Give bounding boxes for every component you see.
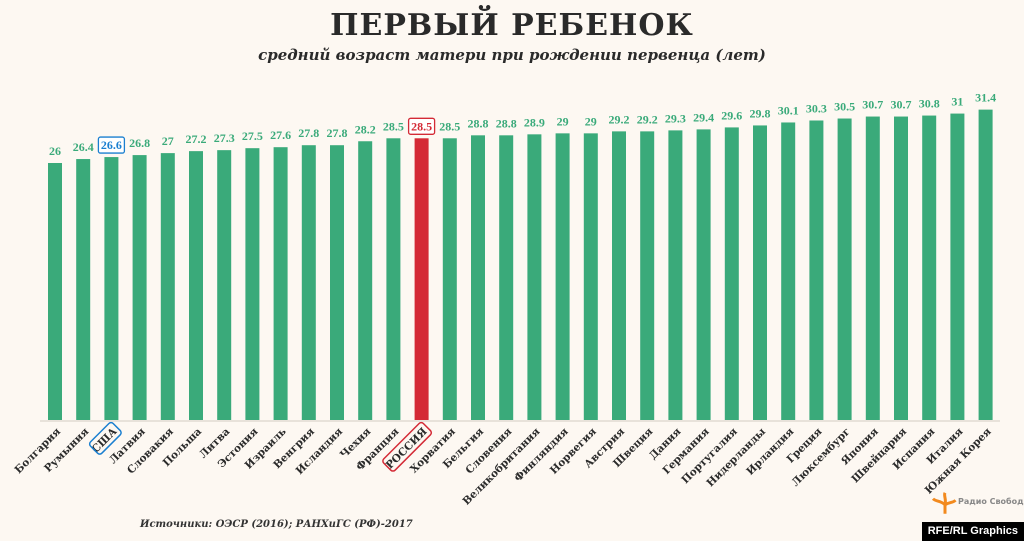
value-label: 31.4 (975, 91, 996, 105)
value-label: 27.2 (186, 132, 207, 146)
value-label: 26.8 (129, 136, 150, 150)
bar (442, 138, 457, 421)
value-label: 26.6 (101, 138, 122, 152)
bar (696, 129, 711, 420)
bar (583, 133, 598, 420)
bar (48, 163, 62, 420)
value-label: 30.7 (862, 98, 883, 112)
bar (894, 116, 908, 421)
bar (189, 151, 203, 420)
value-label: 28.5 (439, 119, 460, 133)
value-label-box (97, 136, 126, 154)
value-label: 28.5 (383, 119, 404, 133)
value-label: 27.6 (270, 128, 291, 142)
logo-text: Радио Свобода (958, 497, 1024, 506)
value-label: 28.8 (468, 116, 489, 130)
value-label: 30.7 (891, 98, 912, 112)
value-label: 29.3 (665, 111, 686, 125)
value-label: 29 (557, 114, 569, 128)
bar (273, 147, 288, 420)
bar (386, 138, 401, 421)
bar (132, 155, 147, 421)
value-label: 29.2 (637, 112, 658, 126)
bar (809, 120, 824, 420)
value-label: 29.2 (609, 112, 630, 126)
value-label: 28.2 (355, 122, 376, 136)
value-label: 30.3 (806, 101, 827, 115)
bar (414, 138, 429, 421)
value-label: 29.6 (721, 108, 742, 122)
bar (865, 116, 880, 421)
value-label: 27.5 (242, 129, 263, 143)
value-label: 29 (585, 114, 597, 128)
value-label: 28.9 (524, 115, 545, 129)
bar (104, 157, 119, 421)
value-label: 30.5 (834, 100, 855, 114)
category-highlight-box (88, 421, 122, 455)
value-label: 26.4 (73, 140, 94, 154)
value-label: 29.8 (750, 106, 771, 120)
bar (245, 148, 260, 420)
bar (753, 125, 767, 420)
bar (499, 135, 514, 421)
bar (217, 150, 232, 420)
bar (555, 133, 570, 420)
radio-svoboda-logo-icon (931, 492, 957, 514)
bar (640, 131, 655, 420)
bar (527, 134, 542, 421)
value-label: 30.8 (919, 97, 940, 111)
value-label: 29.4 (693, 110, 714, 124)
chart-title: ПЕРВЫЙ РЕБЕНОК (330, 8, 694, 43)
value-label: 28.5 (411, 119, 432, 133)
value-label-box (407, 117, 436, 135)
value-label: 26 (49, 144, 61, 158)
value-label: 28.8 (496, 116, 517, 130)
bar (471, 135, 485, 421)
bar (612, 131, 626, 420)
value-label: 31 (951, 95, 963, 109)
value-label: 27.8 (327, 126, 348, 140)
bar (724, 127, 739, 421)
bar (330, 145, 344, 420)
bar (160, 153, 175, 420)
bar (76, 159, 91, 421)
credit-label: RFE/RL Graphics (921, 522, 1024, 541)
bar (781, 122, 796, 420)
source-note: Источники: ОЭСР (2016); РАНХиГС (РФ)-201… (140, 519, 413, 530)
bar (978, 109, 993, 420)
bar (668, 130, 683, 420)
value-label: 27 (162, 134, 174, 148)
bar (358, 141, 373, 420)
bar (837, 118, 852, 421)
bar-chart: 26Болгария26.4Румыния26.6США26.8Латвия27… (13, 91, 1000, 508)
category-highlight-box (382, 421, 433, 472)
chart-subtitle: средний возраст матери при рождении перв… (258, 46, 766, 64)
value-label: 27.3 (214, 131, 235, 145)
bar (301, 145, 316, 420)
value-label: 30.1 (778, 103, 799, 117)
bar (950, 113, 965, 421)
value-label: 27.8 (298, 126, 319, 140)
bar (922, 115, 937, 421)
